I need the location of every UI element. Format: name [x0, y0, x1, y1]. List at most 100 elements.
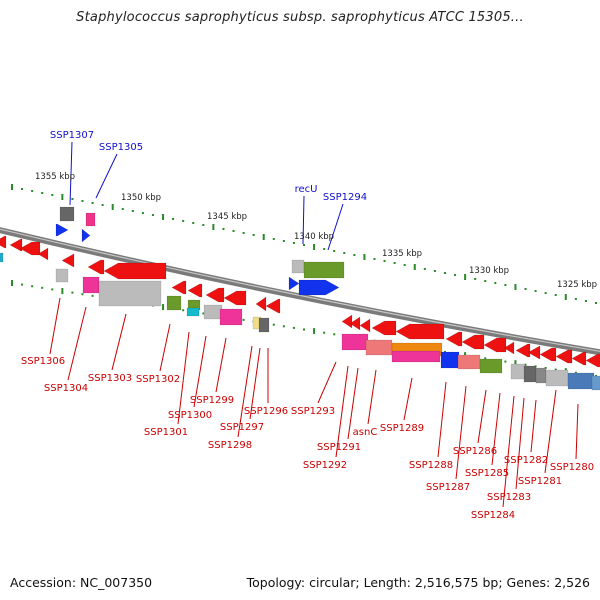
gene-label: SSP1297: [220, 422, 264, 433]
leader-line: [67, 306, 87, 381]
reverse-gene-arrow: [37, 247, 49, 261]
tick-mark-upper: [494, 282, 497, 284]
tick-mark-upper: [31, 190, 34, 192]
leader-line: [502, 395, 515, 508]
tick-mark-upper: [121, 208, 124, 210]
reverse-gene-arrow: [445, 331, 463, 347]
accession-text: Accession: NC_007350: [10, 575, 153, 590]
gene-label: SSP1299: [190, 395, 234, 406]
gene-block: [457, 354, 481, 370]
tick-mark-upper: [524, 288, 527, 290]
gene-label: SSP1286: [453, 446, 497, 457]
tick-mark-lower: [313, 328, 316, 335]
leader-line: [530, 399, 537, 453]
tick-mark-upper: [202, 224, 205, 226]
tick-mark-lower: [61, 288, 64, 295]
leader-line: [544, 389, 557, 474]
tick-mark-upper: [41, 192, 44, 194]
map-title: Staphylococcus saprophyticus subsp. sapr…: [76, 10, 524, 25]
reverse-gene-arrow: [359, 318, 371, 333]
tick-mark-upper: [162, 214, 165, 220]
tick-mark-upper: [373, 258, 376, 260]
tick-mark-lower: [303, 328, 305, 331]
forward-gene-arrow: [288, 276, 300, 291]
tick-mark-lower: [11, 280, 13, 286]
gene-features: [0, 206, 600, 391]
tick-mark-lower: [71, 291, 74, 294]
gene-block: [219, 308, 243, 326]
scale-label: 1335 kbp: [382, 249, 422, 259]
reverse-gene-arrow: [205, 287, 225, 303]
tick-mark-lower: [544, 366, 547, 369]
backbone-arc: [0, 227, 600, 356]
reverse-gene-arrow: [349, 316, 361, 331]
leader-line: [575, 403, 579, 460]
tick-mark-upper: [61, 194, 64, 200]
gene-block: [55, 268, 69, 283]
backbone: [0, 227, 600, 356]
tick-mark-upper: [192, 222, 195, 224]
gene-block: [166, 295, 182, 311]
leader-line: [69, 141, 73, 206]
reverse-gene-arrow: [87, 259, 105, 275]
tick-mark-upper: [443, 272, 446, 274]
tick-mark-upper: [222, 228, 225, 230]
tick-mark-lower: [504, 360, 507, 363]
tick-mark-upper: [182, 220, 185, 222]
tick-mark-upper: [172, 218, 175, 220]
gene-block: [59, 206, 75, 222]
tick-mark-upper: [333, 250, 336, 252]
tick-mark-upper: [282, 240, 285, 242]
forward-gene-arrow: [298, 279, 340, 296]
gene-label: SSP1305: [99, 142, 143, 153]
tick-mark-lower: [443, 350, 446, 353]
tick-mark-lower: [162, 304, 165, 311]
tick-mark-lower: [514, 360, 517, 367]
reverse-gene-arrow: [571, 351, 587, 366]
gene-labels: SSP1307SSP1305recUSSP1294SSP1306SSP1304S…: [21, 130, 594, 521]
tick-mark-upper: [454, 274, 457, 276]
leader-line: [491, 392, 501, 466]
reverse-gene-arrow: [0, 235, 7, 249]
forward-gene-arrow: [55, 223, 69, 237]
tick-mark-lower: [282, 325, 285, 328]
tick-mark-upper: [554, 294, 557, 296]
tick-mark-upper: [574, 298, 577, 300]
gene-label: SSP1303: [88, 373, 132, 384]
tick-mark-lower: [323, 331, 326, 334]
tick-mark-upper: [474, 278, 477, 280]
tick-mark-upper: [141, 212, 144, 214]
reverse-gene-arrow: [461, 334, 485, 350]
tick-mark-upper: [514, 284, 517, 290]
leader-line: [177, 331, 190, 425]
reverse-gene-arrow: [223, 290, 247, 306]
reverse-gene-arrow: [555, 349, 573, 364]
leader-line: [49, 297, 61, 355]
tick-mark-lower: [21, 283, 24, 286]
tick-mark-lower: [31, 285, 34, 288]
reverse-gene-arrow: [187, 283, 203, 298]
tick-mark-upper: [383, 260, 386, 262]
gene-label: SSP1304: [44, 383, 88, 394]
gene-label: SSP1282: [504, 455, 548, 466]
reverse-gene-arrow: [171, 280, 187, 295]
label-leader-lines: [49, 141, 579, 508]
tick-mark-upper: [413, 264, 416, 270]
scale-label: 1350 kbp: [121, 193, 161, 203]
tick-mark-lower: [182, 309, 185, 312]
gene-label: SSP1293: [291, 406, 335, 417]
tick-mark-upper: [403, 264, 406, 266]
gene-block: [98, 280, 162, 307]
leader-line: [437, 381, 447, 458]
gene-block: [391, 350, 441, 363]
gene-label: SSP1291: [317, 442, 361, 453]
leader-line: [477, 389, 487, 444]
reverse-gene-arrow: [9, 238, 23, 252]
tick-mark-upper: [262, 234, 265, 240]
tick-mark-lower: [51, 288, 54, 291]
gene-block: [365, 339, 393, 356]
tick-mark-upper: [544, 292, 547, 294]
tick-mark-upper: [484, 280, 487, 282]
reverse-gene-arrow: [539, 347, 557, 362]
gene-label: SSP1284: [471, 510, 515, 521]
